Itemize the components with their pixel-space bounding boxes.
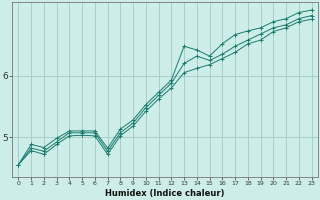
X-axis label: Humidex (Indice chaleur): Humidex (Indice chaleur) — [105, 189, 225, 198]
